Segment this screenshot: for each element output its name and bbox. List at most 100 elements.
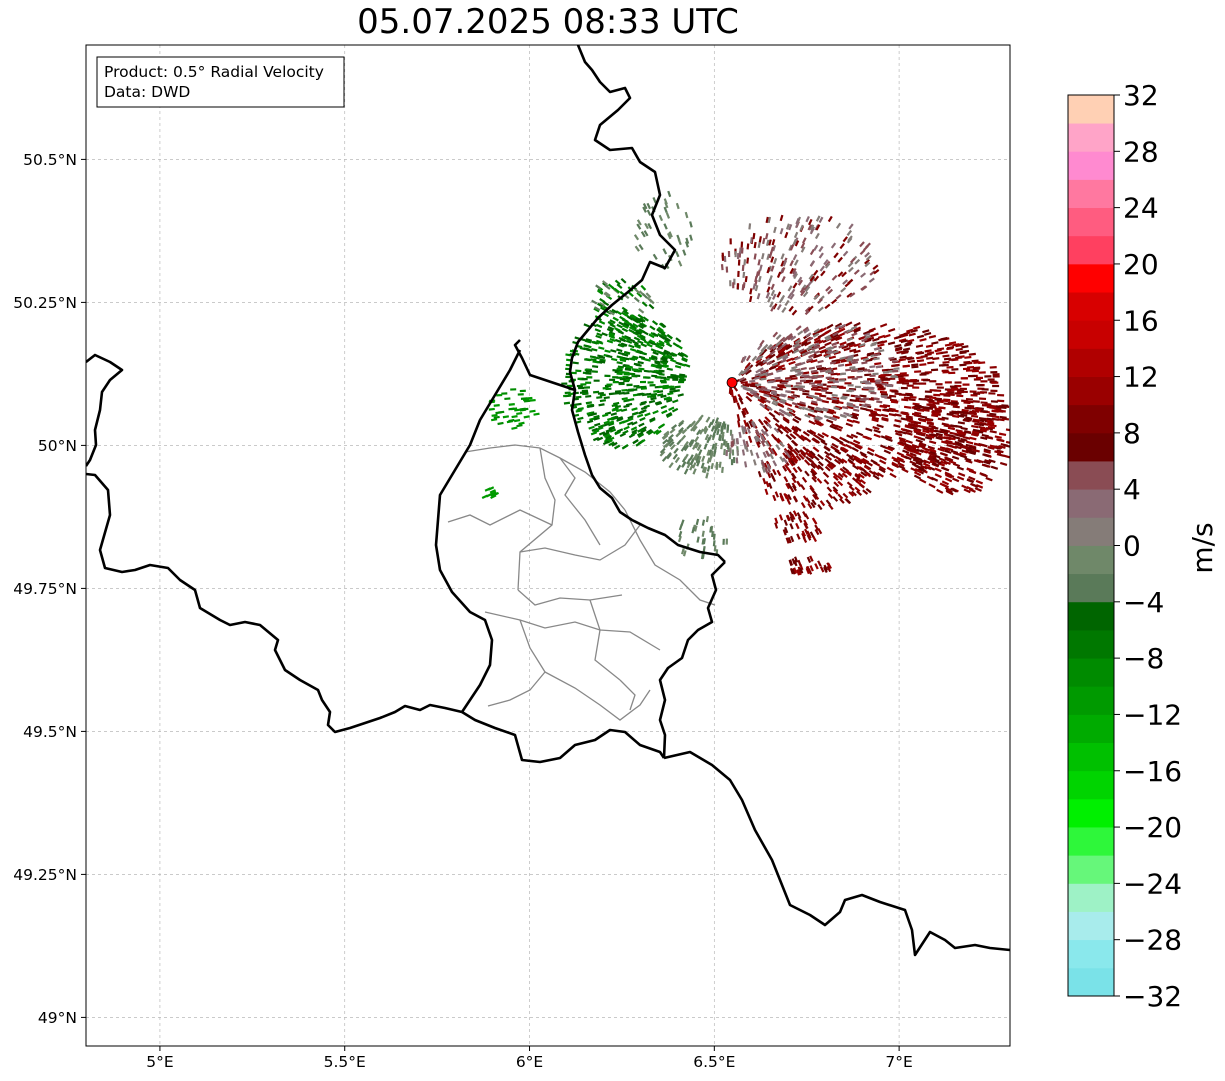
velocity-gate	[940, 399, 949, 403]
velocity-gate	[668, 352, 676, 357]
velocity-gate	[661, 455, 668, 462]
velocity-gate	[601, 332, 608, 337]
velocity-gate	[632, 331, 640, 337]
velocity-gate	[790, 439, 798, 447]
velocity-gate	[989, 423, 997, 428]
velocity-gate	[642, 292, 648, 299]
velocity-gate	[746, 391, 754, 398]
velocity-gate	[748, 295, 753, 303]
velocity-gate	[623, 356, 630, 361]
velocity-gate	[757, 355, 764, 361]
velocity-gate	[731, 449, 735, 456]
velocity-gate	[832, 350, 839, 354]
velocity-gate	[649, 339, 656, 344]
velocity-gate	[755, 452, 760, 459]
velocity-gate	[696, 536, 700, 543]
velocity-gate	[759, 264, 763, 271]
velocity-gate	[841, 446, 849, 453]
velocity-gate	[844, 382, 852, 385]
velocity-gate	[516, 423, 523, 428]
velocity-gate	[776, 345, 783, 352]
velocity-gate	[966, 449, 975, 454]
velocity-gate	[839, 356, 846, 360]
velocity-gate	[497, 421, 504, 426]
velocity-gate	[846, 418, 855, 424]
velocity-gate	[615, 408, 623, 413]
velocity-gate	[861, 338, 868, 343]
velocity-gate	[784, 426, 792, 433]
velocity-gate	[900, 339, 908, 344]
velocity-gate	[791, 568, 796, 575]
velocity-gate	[623, 322, 630, 327]
velocity-gate	[852, 477, 859, 483]
velocity-gate	[852, 405, 860, 409]
velocity-gate	[838, 386, 846, 389]
velocity-gate	[957, 434, 965, 438]
velocity-gate	[856, 490, 863, 496]
velocity-gate	[922, 427, 930, 432]
velocity-gate	[817, 298, 823, 305]
velocity-gate	[788, 411, 796, 417]
velocity-gate	[688, 439, 694, 446]
velocity-gate	[920, 449, 928, 454]
velocity-gate	[959, 363, 967, 367]
velocity-gate	[623, 404, 630, 409]
velocity-gate	[633, 336, 641, 342]
velocity-gate	[899, 355, 907, 359]
velocity-gate	[590, 412, 598, 416]
velocity-gate	[660, 381, 667, 384]
velocity-gate	[602, 301, 610, 307]
velocity-gate	[695, 518, 700, 526]
velocity-gate	[720, 264, 724, 271]
velocity-gate	[627, 415, 634, 420]
velocity-gate	[896, 456, 904, 462]
velocity-gate	[873, 353, 881, 357]
velocity-gate	[942, 360, 950, 364]
velocity-gate	[786, 333, 793, 339]
velocity-gate	[924, 465, 932, 471]
velocity-gate	[821, 408, 828, 412]
velocity-gate	[878, 465, 886, 471]
velocity-gate	[760, 377, 767, 381]
velocity-gate	[789, 512, 795, 520]
velocity-gate	[954, 392, 962, 395]
velocity-gate	[948, 436, 956, 441]
velocity-gate	[603, 396, 610, 400]
velocity-gate	[640, 428, 647, 434]
velocity-gate	[903, 405, 912, 409]
velocity-gate	[622, 429, 629, 435]
velocity-gate	[626, 365, 634, 369]
velocity-gate	[701, 538, 705, 545]
velocity-gate	[741, 408, 747, 416]
velocity-gate	[914, 456, 922, 461]
velocity-gate	[764, 357, 771, 363]
velocity-gate	[908, 332, 916, 337]
velocity-gate	[732, 282, 735, 289]
velocity-gate	[518, 421, 525, 426]
velocity-gate	[774, 422, 782, 430]
velocity-gate	[727, 250, 731, 258]
velocity-gate	[649, 384, 656, 387]
velocity-gate	[674, 385, 681, 389]
velocity-gate	[961, 408, 969, 412]
velocity-gate	[730, 459, 734, 466]
velocity-gate	[996, 452, 1005, 457]
velocity-gate	[854, 486, 861, 493]
velocity-gate	[948, 371, 956, 375]
velocity-gate	[859, 394, 867, 398]
velocity-gate	[864, 334, 871, 339]
velocity-gate	[568, 392, 575, 396]
velocity-gate	[931, 409, 940, 413]
velocity-gate	[629, 326, 636, 331]
velocity-gate	[794, 425, 802, 432]
velocity-gate	[757, 367, 764, 372]
velocity-gate	[957, 439, 965, 444]
velocity-gate	[648, 333, 655, 339]
velocity-gate	[849, 398, 857, 403]
velocity-gate	[943, 436, 952, 440]
velocity-gate	[799, 379, 806, 382]
velocity-gate	[813, 269, 819, 276]
velocity-gate	[592, 436, 600, 442]
velocity-gate	[782, 417, 790, 424]
velocity-gate	[653, 389, 660, 393]
